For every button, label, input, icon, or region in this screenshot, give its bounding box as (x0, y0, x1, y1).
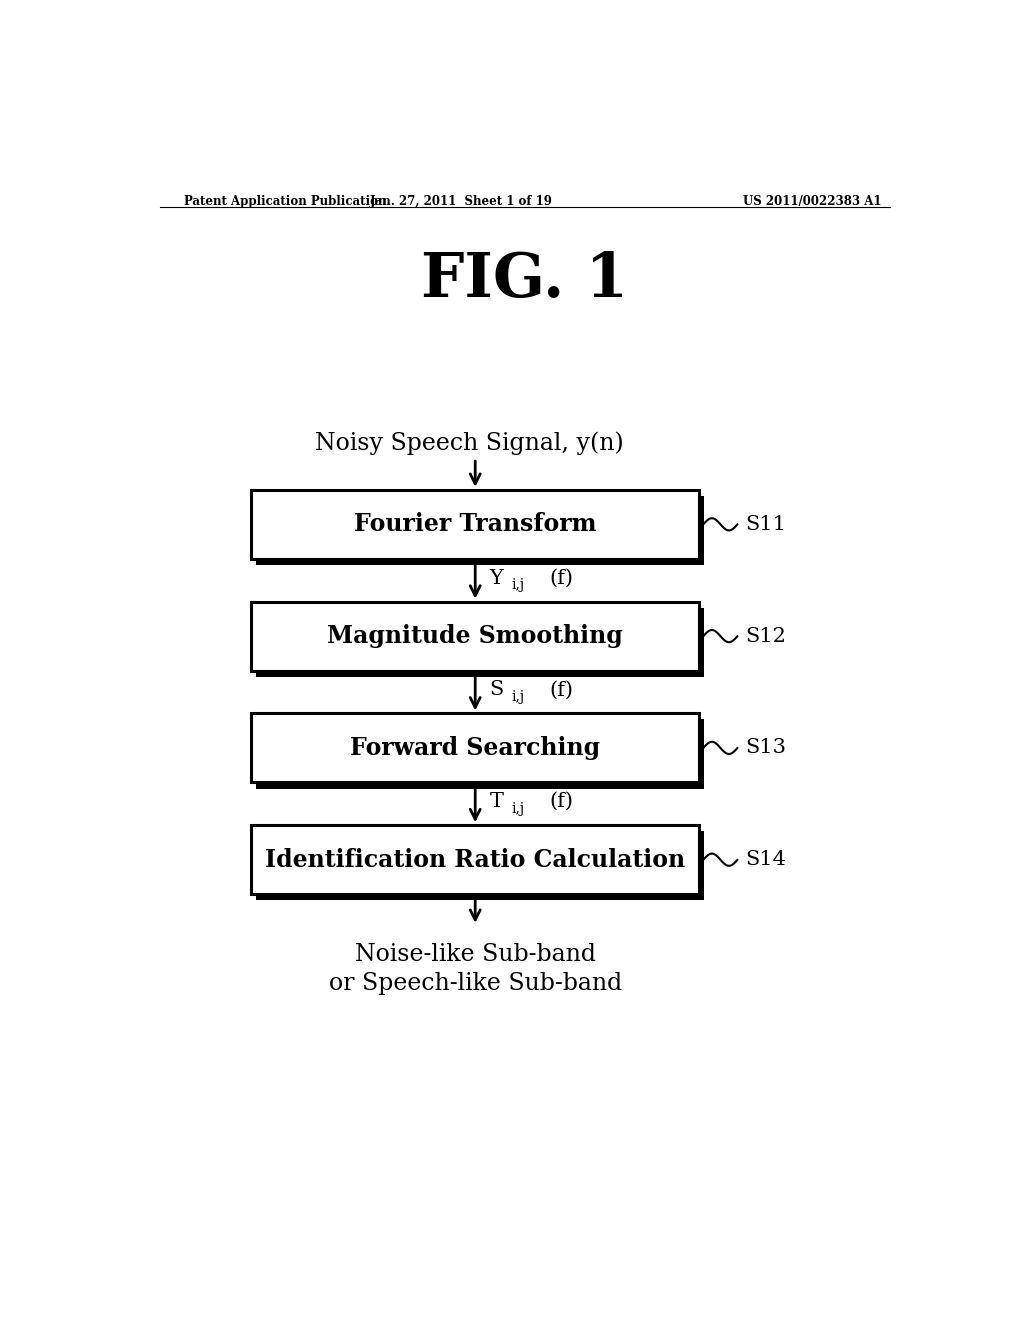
Text: T: T (489, 792, 504, 812)
Text: Patent Application Publication: Patent Application Publication (183, 195, 386, 209)
Text: Identification Ratio Calculation: Identification Ratio Calculation (265, 847, 685, 871)
Bar (251, 490, 699, 558)
Text: Y: Y (489, 569, 503, 587)
Text: S: S (489, 681, 504, 700)
Text: Noisy Speech Signal, y(n): Noisy Speech Signal, y(n) (314, 432, 624, 455)
Text: Jan. 27, 2011  Sheet 1 of 19: Jan. 27, 2011 Sheet 1 of 19 (370, 195, 553, 209)
Text: Fourier Transform: Fourier Transform (354, 512, 596, 536)
Bar (256, 607, 705, 677)
Text: (f): (f) (549, 792, 573, 812)
Text: (f): (f) (549, 681, 573, 700)
Text: S13: S13 (745, 738, 786, 758)
Text: S11: S11 (745, 515, 786, 533)
Text: US 2011/0022383 A1: US 2011/0022383 A1 (743, 195, 882, 209)
Text: (f): (f) (549, 569, 573, 587)
Bar (251, 602, 699, 671)
Bar (256, 496, 705, 565)
Text: S12: S12 (745, 627, 786, 645)
Text: i,j: i,j (512, 690, 525, 704)
Text: Magnitude Smoothing: Magnitude Smoothing (328, 624, 623, 648)
Text: Noise-like Sub-band: Noise-like Sub-band (354, 942, 596, 966)
Bar (256, 832, 705, 900)
Text: S14: S14 (745, 850, 786, 869)
Bar (251, 713, 699, 783)
Bar (256, 719, 705, 788)
Text: Forward Searching: Forward Searching (350, 737, 600, 760)
Text: or Speech-like Sub-band: or Speech-like Sub-band (329, 972, 622, 994)
Text: FIG. 1: FIG. 1 (421, 249, 629, 310)
Text: i,j: i,j (512, 801, 525, 816)
Bar (251, 825, 699, 894)
Text: i,j: i,j (512, 578, 525, 593)
